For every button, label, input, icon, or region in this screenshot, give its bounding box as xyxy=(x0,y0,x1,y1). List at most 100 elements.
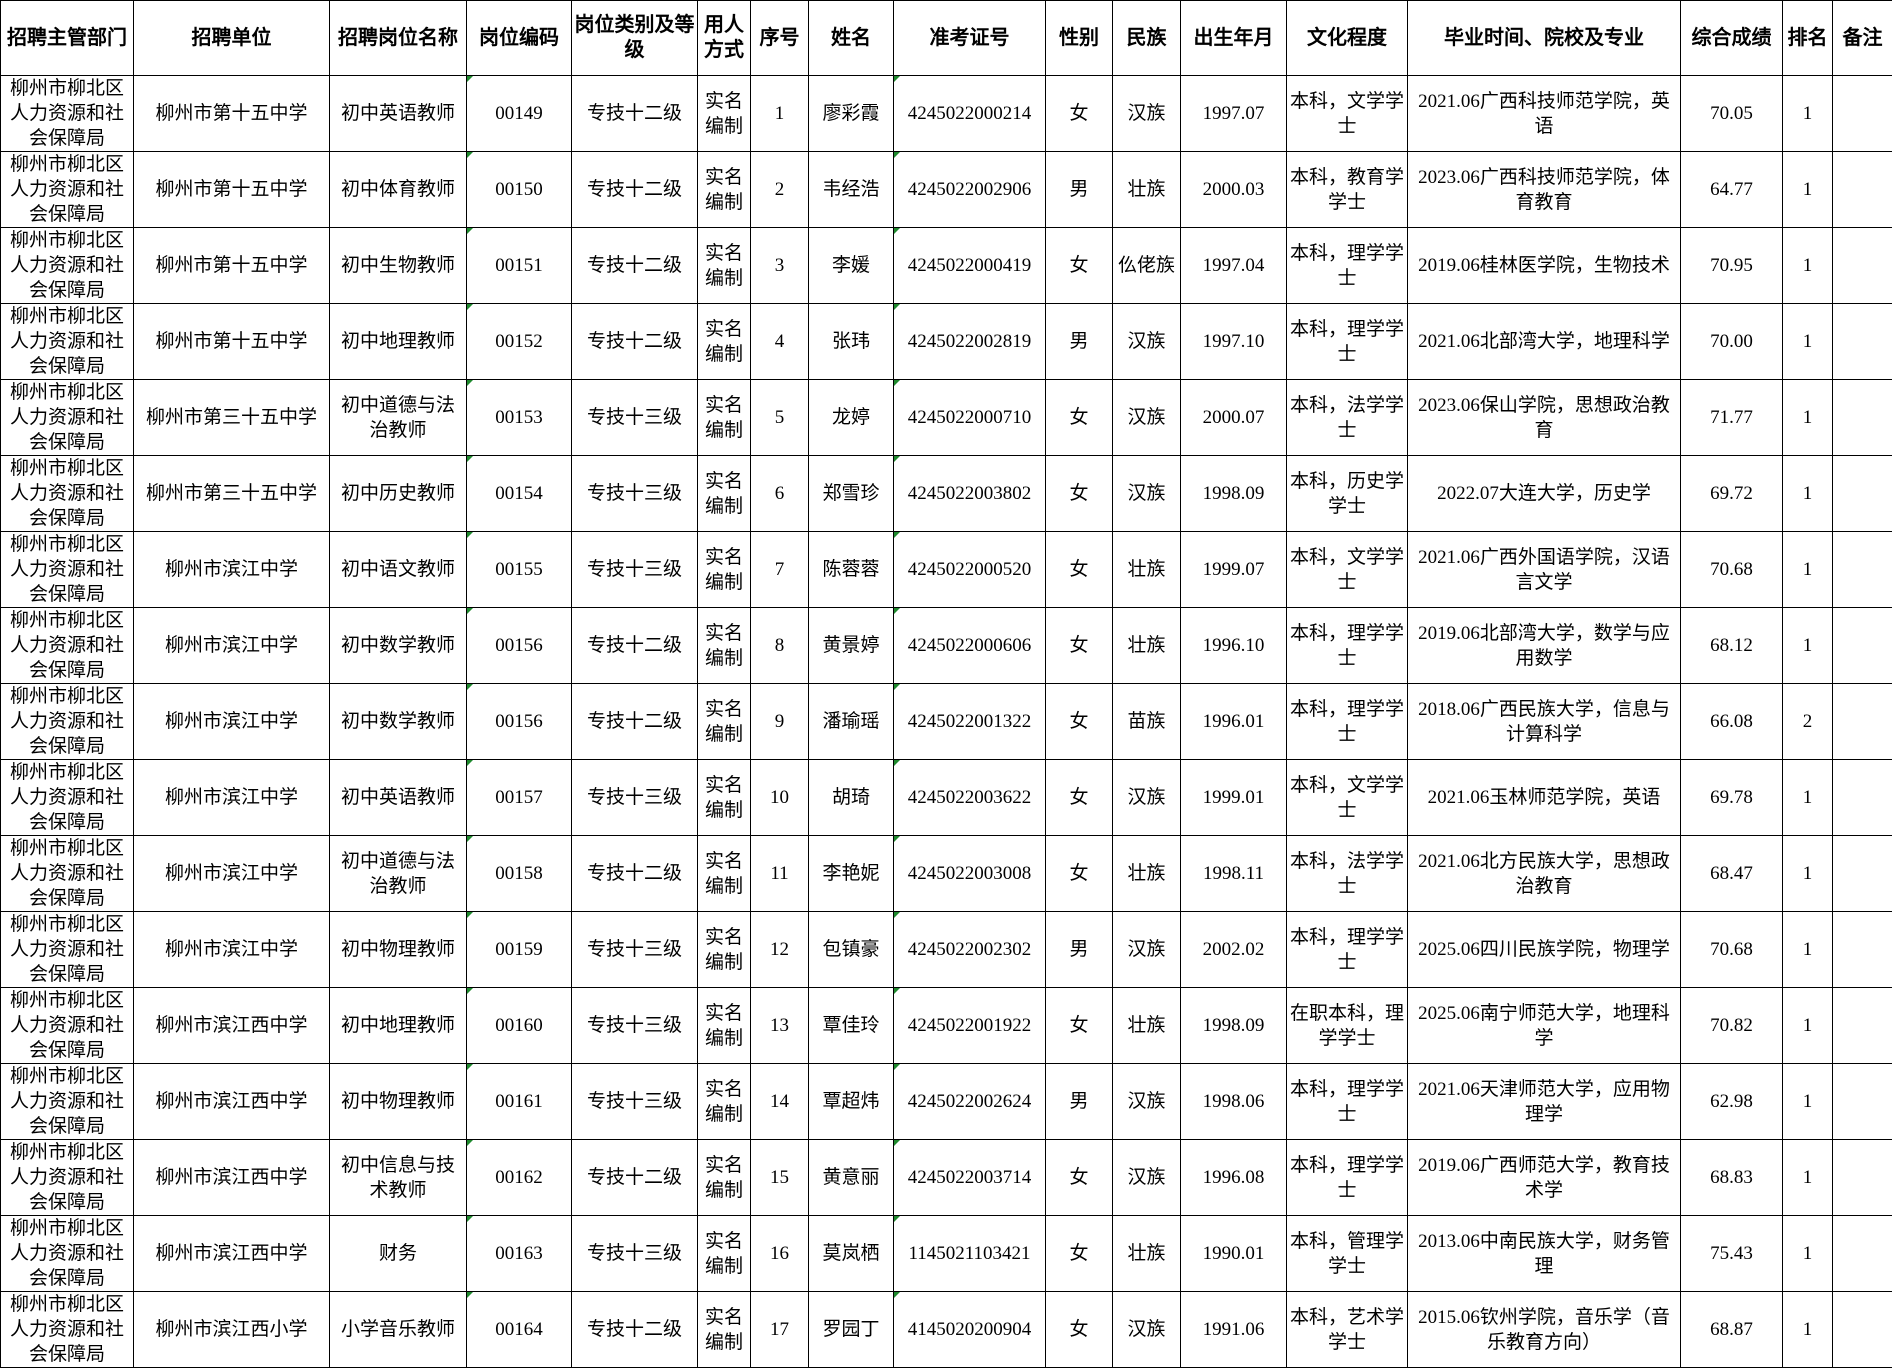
cell-education[interactable]: 本科，理学学士 xyxy=(1287,912,1408,988)
cell-unit[interactable]: 柳州市第十五中学 xyxy=(134,152,330,228)
cell-position[interactable]: 初中体育教师 xyxy=(330,152,467,228)
cell-position-code[interactable]: 00149 xyxy=(467,76,572,152)
cell-birth[interactable]: 1999.07 xyxy=(1181,532,1287,608)
cell-grade[interactable]: 专技十三级 xyxy=(572,912,698,988)
cell-score[interactable]: 70.68 xyxy=(1681,532,1783,608)
cell-rank[interactable]: 1 xyxy=(1783,228,1833,304)
cell-remark[interactable] xyxy=(1833,1140,1892,1216)
cell-birth[interactable]: 1998.06 xyxy=(1181,1064,1287,1140)
cell-seq[interactable]: 17 xyxy=(751,1292,809,1368)
cell-gender[interactable]: 男 xyxy=(1046,304,1113,380)
cell-remark[interactable] xyxy=(1833,836,1892,912)
cell-name[interactable]: 罗园丁 xyxy=(809,1292,894,1368)
cell-score[interactable]: 68.87 xyxy=(1681,1292,1783,1368)
cell-education[interactable]: 本科，文学学士 xyxy=(1287,76,1408,152)
cell-grade[interactable]: 专技十二级 xyxy=(572,836,698,912)
cell-name[interactable]: 韦经浩 xyxy=(809,152,894,228)
cell-birth[interactable]: 1991.06 xyxy=(1181,1292,1287,1368)
cell-position-code[interactable]: 00156 xyxy=(467,684,572,760)
cell-ethnicity[interactable]: 汉族 xyxy=(1113,456,1181,532)
cell-education[interactable]: 本科，理学学士 xyxy=(1287,1140,1408,1216)
cell-exam-id[interactable]: 4245022001322 xyxy=(894,684,1046,760)
cell-remark[interactable] xyxy=(1833,304,1892,380)
cell-birth[interactable]: 1999.01 xyxy=(1181,760,1287,836)
cell-gender[interactable]: 女 xyxy=(1046,1140,1113,1216)
cell-graduation[interactable]: 2023.06保山学院，思想政治教育 xyxy=(1408,380,1681,456)
cell-position-code[interactable]: 00153 xyxy=(467,380,572,456)
cell-unit[interactable]: 柳州市第三十五中学 xyxy=(134,456,330,532)
cell-employment-type[interactable]: 实名编制 xyxy=(698,1140,751,1216)
cell-rank[interactable]: 1 xyxy=(1783,380,1833,456)
cell-education[interactable]: 本科，历史学学士 xyxy=(1287,456,1408,532)
cell-remark[interactable] xyxy=(1833,608,1892,684)
cell-seq[interactable]: 3 xyxy=(751,228,809,304)
cell-gender[interactable]: 女 xyxy=(1046,988,1113,1064)
cell-unit[interactable]: 柳州市第十五中学 xyxy=(134,228,330,304)
cell-score[interactable]: 69.72 xyxy=(1681,456,1783,532)
cell-grade[interactable]: 专技十三级 xyxy=(572,988,698,1064)
cell-unit[interactable]: 柳州市第十五中学 xyxy=(134,304,330,380)
cell-education[interactable]: 本科，理学学士 xyxy=(1287,304,1408,380)
cell-ethnicity[interactable]: 仫佬族 xyxy=(1113,228,1181,304)
cell-seq[interactable]: 6 xyxy=(751,456,809,532)
cell-graduation[interactable]: 2021.06广西外国语学院，汉语言文学 xyxy=(1408,532,1681,608)
cell-exam-id[interactable]: 4245022002906 xyxy=(894,152,1046,228)
cell-name[interactable]: 莫岚栖 xyxy=(809,1216,894,1292)
cell-position[interactable]: 初中语文教师 xyxy=(330,532,467,608)
cell-graduation[interactable]: 2025.06四川民族学院，物理学 xyxy=(1408,912,1681,988)
cell-rank[interactable]: 1 xyxy=(1783,76,1833,152)
cell-position[interactable]: 初中历史教师 xyxy=(330,456,467,532)
cell-position-code[interactable]: 00160 xyxy=(467,988,572,1064)
cell-grade[interactable]: 专技十三级 xyxy=(572,1064,698,1140)
cell-rank[interactable]: 2 xyxy=(1783,684,1833,760)
cell-education[interactable]: 本科，文学学士 xyxy=(1287,760,1408,836)
cell-unit[interactable]: 柳州市滨江西中学 xyxy=(134,1064,330,1140)
cell-employment-type[interactable]: 实名编制 xyxy=(698,684,751,760)
cell-position[interactable]: 初中数学教师 xyxy=(330,608,467,684)
cell-gender[interactable]: 女 xyxy=(1046,608,1113,684)
cell-rank[interactable]: 1 xyxy=(1783,304,1833,380)
cell-exam-id[interactable]: 4245022003802 xyxy=(894,456,1046,532)
cell-position[interactable]: 财务 xyxy=(330,1216,467,1292)
cell-rank[interactable]: 1 xyxy=(1783,152,1833,228)
cell-position[interactable]: 初中生物教师 xyxy=(330,228,467,304)
cell-birth[interactable]: 1996.01 xyxy=(1181,684,1287,760)
cell-graduation[interactable]: 2018.06广西民族大学，信息与计算科学 xyxy=(1408,684,1681,760)
cell-birth[interactable]: 1998.11 xyxy=(1181,836,1287,912)
cell-dept[interactable]: 柳州市柳北区人力资源和社会保障局 xyxy=(1,1140,134,1216)
cell-ethnicity[interactable]: 苗族 xyxy=(1113,684,1181,760)
cell-ethnicity[interactable]: 壮族 xyxy=(1113,988,1181,1064)
cell-seq[interactable]: 12 xyxy=(751,912,809,988)
cell-education[interactable]: 本科，法学学士 xyxy=(1287,380,1408,456)
cell-remark[interactable] xyxy=(1833,684,1892,760)
cell-name[interactable]: 张玮 xyxy=(809,304,894,380)
cell-employment-type[interactable]: 实名编制 xyxy=(698,532,751,608)
cell-unit[interactable]: 柳州市滨江中学 xyxy=(134,608,330,684)
cell-ethnicity[interactable]: 汉族 xyxy=(1113,760,1181,836)
cell-rank[interactable]: 1 xyxy=(1783,988,1833,1064)
cell-graduation[interactable]: 2019.06北部湾大学，数学与应用数学 xyxy=(1408,608,1681,684)
cell-employment-type[interactable]: 实名编制 xyxy=(698,228,751,304)
cell-name[interactable]: 胡琦 xyxy=(809,760,894,836)
cell-exam-id[interactable]: 4245022002302 xyxy=(894,912,1046,988)
cell-employment-type[interactable]: 实名编制 xyxy=(698,912,751,988)
cell-remark[interactable] xyxy=(1833,152,1892,228)
cell-rank[interactable]: 1 xyxy=(1783,1216,1833,1292)
cell-position-code[interactable]: 00157 xyxy=(467,760,572,836)
cell-position-code[interactable]: 00159 xyxy=(467,912,572,988)
cell-name[interactable]: 陈蓉蓉 xyxy=(809,532,894,608)
cell-ethnicity[interactable]: 汉族 xyxy=(1113,380,1181,456)
cell-gender[interactable]: 女 xyxy=(1046,76,1113,152)
cell-exam-id[interactable]: 4245022000419 xyxy=(894,228,1046,304)
cell-dept[interactable]: 柳州市柳北区人力资源和社会保障局 xyxy=(1,456,134,532)
cell-position[interactable]: 初中物理教师 xyxy=(330,1064,467,1140)
cell-position-code[interactable]: 00155 xyxy=(467,532,572,608)
cell-unit[interactable]: 柳州市滨江西中学 xyxy=(134,988,330,1064)
cell-birth[interactable]: 1996.10 xyxy=(1181,608,1287,684)
cell-score[interactable]: 70.68 xyxy=(1681,912,1783,988)
cell-position-code[interactable]: 00156 xyxy=(467,608,572,684)
cell-birth[interactable]: 1997.10 xyxy=(1181,304,1287,380)
cell-position-code[interactable]: 00162 xyxy=(467,1140,572,1216)
cell-name[interactable]: 覃佳玲 xyxy=(809,988,894,1064)
cell-graduation[interactable]: 2019.06桂林医学院，生物技术 xyxy=(1408,228,1681,304)
